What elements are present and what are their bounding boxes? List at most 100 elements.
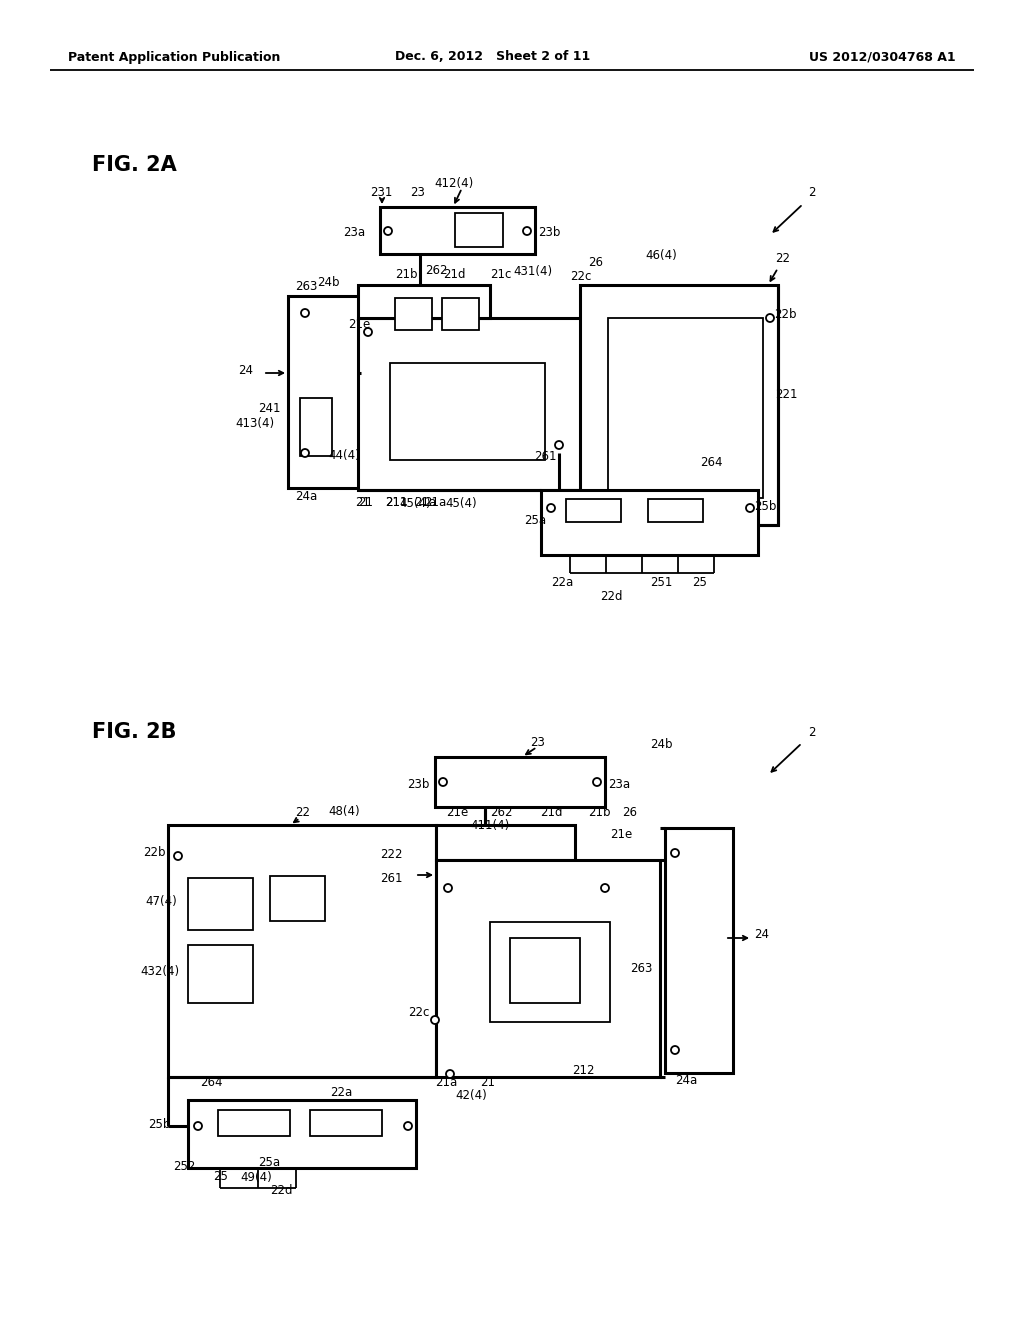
Bar bbox=[358, 285, 490, 318]
Text: 21a: 21a bbox=[435, 1077, 458, 1089]
Text: 22d: 22d bbox=[270, 1184, 293, 1196]
Text: US 2012/0304768 A1: US 2012/0304768 A1 bbox=[809, 50, 956, 63]
Text: 261: 261 bbox=[534, 450, 556, 463]
Text: 21d: 21d bbox=[443, 268, 466, 281]
Text: 47(4): 47(4) bbox=[145, 895, 177, 908]
Bar bbox=[188, 1100, 416, 1168]
Text: 23b: 23b bbox=[538, 227, 560, 239]
Text: 22b: 22b bbox=[143, 846, 166, 859]
Bar bbox=[390, 363, 545, 459]
Text: 22c: 22c bbox=[570, 271, 592, 284]
Text: 24: 24 bbox=[238, 363, 253, 376]
Text: 22b: 22b bbox=[774, 309, 797, 322]
Circle shape bbox=[364, 327, 372, 337]
Text: 23: 23 bbox=[530, 737, 545, 750]
Text: 264: 264 bbox=[700, 455, 723, 469]
Bar bbox=[188, 878, 253, 931]
Text: Dec. 6, 2012   Sheet 2 of 11: Dec. 6, 2012 Sheet 2 of 11 bbox=[395, 50, 590, 63]
Text: 25b: 25b bbox=[754, 500, 776, 513]
Bar bbox=[188, 945, 253, 1003]
Text: 252: 252 bbox=[173, 1160, 196, 1173]
Circle shape bbox=[301, 449, 309, 457]
Text: 21d: 21d bbox=[540, 807, 562, 820]
Circle shape bbox=[601, 884, 609, 892]
Text: 21: 21 bbox=[358, 496, 373, 510]
Bar bbox=[168, 825, 436, 1077]
Text: 21c: 21c bbox=[490, 268, 511, 281]
Circle shape bbox=[384, 227, 392, 235]
Circle shape bbox=[547, 504, 555, 512]
Text: 263: 263 bbox=[630, 961, 652, 974]
Text: 262: 262 bbox=[425, 264, 447, 277]
Circle shape bbox=[301, 309, 309, 317]
Bar bbox=[288, 296, 361, 488]
Text: 25: 25 bbox=[692, 577, 707, 590]
Text: 24a: 24a bbox=[295, 491, 317, 503]
Bar bbox=[608, 318, 763, 498]
Text: 21: 21 bbox=[480, 1077, 495, 1089]
Text: 25a: 25a bbox=[258, 1156, 281, 1170]
Text: 25a: 25a bbox=[524, 513, 546, 527]
Bar bbox=[300, 399, 332, 455]
Text: 231: 231 bbox=[370, 186, 392, 199]
Text: 21b: 21b bbox=[395, 268, 418, 281]
Text: 26: 26 bbox=[622, 807, 637, 820]
Text: 45(4): 45(4) bbox=[399, 496, 431, 510]
Bar bbox=[442, 298, 479, 330]
Bar bbox=[218, 1110, 290, 1137]
Text: 431(4): 431(4) bbox=[513, 265, 552, 279]
Text: 21e: 21e bbox=[348, 318, 371, 331]
Text: 21: 21 bbox=[355, 496, 370, 510]
Bar bbox=[358, 318, 583, 490]
Bar bbox=[566, 499, 621, 521]
Text: 23a: 23a bbox=[608, 777, 630, 791]
Text: 24a: 24a bbox=[675, 1073, 697, 1086]
Circle shape bbox=[446, 1071, 454, 1078]
Circle shape bbox=[194, 1122, 202, 1130]
Circle shape bbox=[671, 1045, 679, 1053]
Text: 22d: 22d bbox=[600, 590, 623, 603]
Text: 22c: 22c bbox=[408, 1006, 429, 1019]
Bar bbox=[435, 756, 605, 807]
Circle shape bbox=[555, 441, 563, 449]
Text: 2: 2 bbox=[808, 726, 815, 738]
Text: 262: 262 bbox=[490, 807, 512, 820]
Text: 23b: 23b bbox=[407, 777, 429, 791]
Text: 211: 211 bbox=[385, 496, 408, 510]
Text: 21b: 21b bbox=[588, 807, 610, 820]
Bar bbox=[436, 825, 575, 861]
Bar bbox=[270, 876, 325, 921]
Text: 24b: 24b bbox=[317, 276, 340, 289]
Text: 263: 263 bbox=[295, 281, 317, 293]
Text: 222: 222 bbox=[380, 849, 402, 862]
Text: 44(4): 44(4) bbox=[328, 449, 359, 462]
Bar bbox=[665, 828, 733, 1073]
Text: 24b: 24b bbox=[650, 738, 673, 751]
Bar bbox=[580, 285, 778, 525]
Text: 22: 22 bbox=[295, 805, 310, 818]
Circle shape bbox=[746, 504, 754, 512]
Text: 46(4): 46(4) bbox=[645, 248, 677, 261]
Text: 24: 24 bbox=[754, 928, 769, 941]
Text: 49(4): 49(4) bbox=[240, 1171, 271, 1184]
Text: 26: 26 bbox=[588, 256, 603, 269]
Circle shape bbox=[431, 1016, 439, 1024]
Circle shape bbox=[593, 777, 601, 785]
Text: Patent Application Publication: Patent Application Publication bbox=[68, 50, 281, 63]
Text: 21a: 21a bbox=[424, 496, 446, 510]
Text: 241: 241 bbox=[258, 401, 281, 414]
Circle shape bbox=[439, 777, 447, 785]
Text: 23a: 23a bbox=[343, 227, 366, 239]
Text: 25b: 25b bbox=[148, 1118, 170, 1130]
Text: FIG. 2A: FIG. 2A bbox=[92, 154, 177, 176]
Circle shape bbox=[523, 227, 531, 235]
Text: 45(4): 45(4) bbox=[445, 496, 476, 510]
Text: 21a: 21a bbox=[414, 496, 436, 510]
Text: 25: 25 bbox=[213, 1171, 228, 1184]
Text: 221: 221 bbox=[775, 388, 798, 401]
Text: 412(4): 412(4) bbox=[434, 177, 473, 190]
Text: 264: 264 bbox=[200, 1076, 222, 1089]
Circle shape bbox=[671, 849, 679, 857]
Text: 2: 2 bbox=[808, 186, 815, 198]
Text: 212: 212 bbox=[572, 1064, 595, 1077]
